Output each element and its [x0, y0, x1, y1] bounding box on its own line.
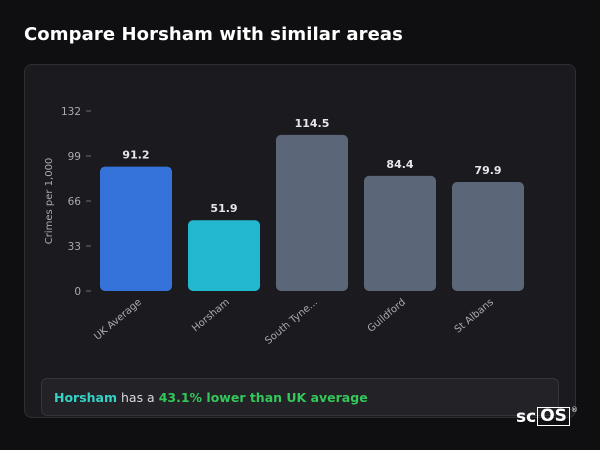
bar-horsham	[188, 220, 260, 291]
comparison-card: 0 33 66 99 132 Crimes per 1,000 91.2 UK Average…	[24, 64, 576, 418]
bar-south-tyne	[276, 134, 348, 291]
x-tick-label: St Albans	[453, 297, 496, 336]
crime-comparison-chart: 0 33 66 99 132 Crimes per 1,000 91.2 UK Average…	[44, 106, 524, 347]
bar-value-label: 51.9	[210, 202, 237, 215]
y-tick-label: 33	[68, 241, 81, 253]
summary-area-name: Horsham	[54, 389, 118, 405]
bar-guildford	[364, 175, 436, 291]
summary-text: has a	[117, 389, 159, 405]
bar-value-label: 84.4	[386, 158, 413, 171]
bar-value-label: 91.2	[122, 149, 149, 162]
x-tick-label: Guildford	[366, 297, 408, 335]
scos-logo: sc OS ®	[516, 406, 578, 428]
x-tick-label: Horsham	[190, 297, 232, 334]
logo-text: sc	[516, 407, 537, 427]
summary-difference: 43.1% lower than UK average	[158, 389, 368, 405]
bar-st-albans	[452, 182, 524, 291]
y-tick-label: 0	[74, 286, 81, 298]
comparison-summary: Horsham has a 43.1% lower than UK averag…	[41, 378, 559, 416]
logo-boxed-text: OS	[537, 407, 570, 426]
x-tick-label: UK Average	[92, 297, 144, 343]
y-axis-label: Crimes per 1,000	[44, 158, 55, 245]
bar-value-label: 79.9	[474, 164, 501, 177]
page-title: Compare Horsham with similar areas	[24, 24, 403, 45]
bar-value-label: 114.5	[295, 117, 330, 130]
y-tick-label: 99	[68, 151, 81, 163]
y-tick-label: 132	[61, 106, 81, 118]
registered-mark: ®	[570, 406, 578, 414]
x-tick-label: South Tyne...	[263, 297, 320, 347]
bar-uk-average	[100, 166, 172, 291]
y-tick-label: 66	[68, 196, 82, 208]
